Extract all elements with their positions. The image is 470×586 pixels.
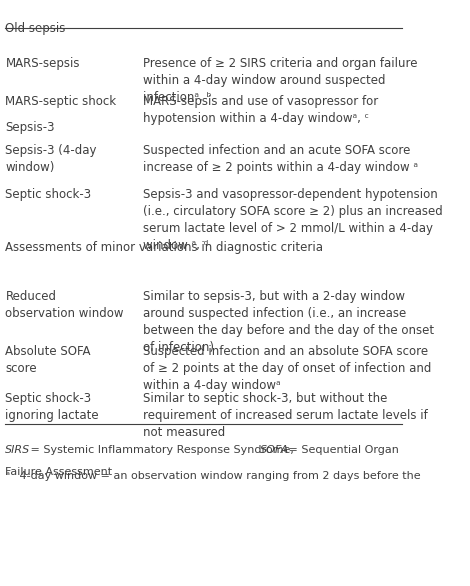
Text: Sepsis-3 and vasopressor-dependent hypotension
(i.e., circulatory SOFA score ≥ 2: Sepsis-3 and vasopressor-dependent hypot… <box>143 188 443 252</box>
Text: ᵃ: ᵃ <box>6 471 9 481</box>
Text: SOFA: SOFA <box>260 445 289 455</box>
Text: 4-day window = an observation window ranging from 2 days before the: 4-day window = an observation window ran… <box>16 471 420 481</box>
Text: MARS-septic shock: MARS-septic shock <box>6 95 117 108</box>
Text: Assessments of minor variations in diagnostic criteria: Assessments of minor variations in diagn… <box>6 240 323 254</box>
Text: Failure Assessment: Failure Assessment <box>6 467 112 477</box>
Text: Absolute SOFA
score: Absolute SOFA score <box>6 346 91 376</box>
Text: Similar to septic shock-3, but without the
requirement of increased serum lactat: Similar to septic shock-3, but without t… <box>143 392 428 439</box>
Text: Septic shock-3: Septic shock-3 <box>6 188 92 201</box>
Text: = Systemic Inflammatory Response Syndrome,: = Systemic Inflammatory Response Syndrom… <box>27 445 298 455</box>
Text: Reduced
observation window: Reduced observation window <box>6 290 124 320</box>
Text: Sepsis-3: Sepsis-3 <box>6 121 55 134</box>
Text: SIRS: SIRS <box>6 445 31 455</box>
Text: Presence of ≥ 2 SIRS criteria and organ failure
within a 4-day window around sus: Presence of ≥ 2 SIRS criteria and organ … <box>143 57 417 104</box>
Text: Septic shock-3
ignoring lactate: Septic shock-3 ignoring lactate <box>6 392 99 422</box>
Text: = Sequential Organ: = Sequential Organ <box>285 445 399 455</box>
Text: Suspected infection and an acute SOFA score
increase of ≥ 2 points within a 4-da: Suspected infection and an acute SOFA sc… <box>143 144 418 174</box>
Text: MARS-sepsis: MARS-sepsis <box>6 57 80 70</box>
Text: Sepsis-3 (4-day
window): Sepsis-3 (4-day window) <box>6 144 97 174</box>
Text: Old sepsis: Old sepsis <box>6 22 66 35</box>
Text: Similar to sepsis-3, but with a 2-day window
around suspected infection (i.e., a: Similar to sepsis-3, but with a 2-day wi… <box>143 290 434 354</box>
Text: Suspected infection and an absolute SOFA score
of ≥ 2 points at the day of onset: Suspected infection and an absolute SOFA… <box>143 346 431 393</box>
Text: MARS-sepsis and use of vasopressor for
hypotension within a 4-day windowᵃ, ᶜ: MARS-sepsis and use of vasopressor for h… <box>143 95 378 125</box>
